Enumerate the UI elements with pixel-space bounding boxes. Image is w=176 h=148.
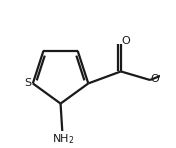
Text: NH$_2$: NH$_2$ <box>52 132 74 146</box>
Text: O: O <box>150 74 159 84</box>
Text: O: O <box>121 36 130 46</box>
Text: S: S <box>24 78 31 89</box>
